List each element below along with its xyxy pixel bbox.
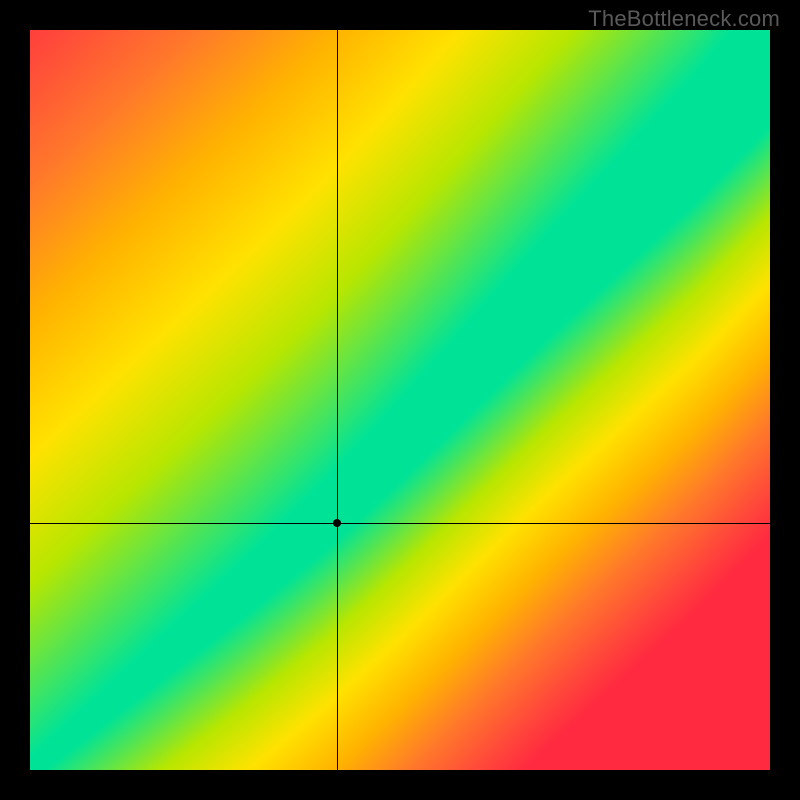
plot-area [30,30,770,770]
chart-container: TheBottleneck.com [0,0,800,800]
crosshair-horizontal [30,523,770,524]
crosshair-dot [333,519,341,527]
heatmap-canvas [30,30,770,770]
watermark-text: TheBottleneck.com [588,6,780,32]
crosshair-vertical [337,30,338,770]
